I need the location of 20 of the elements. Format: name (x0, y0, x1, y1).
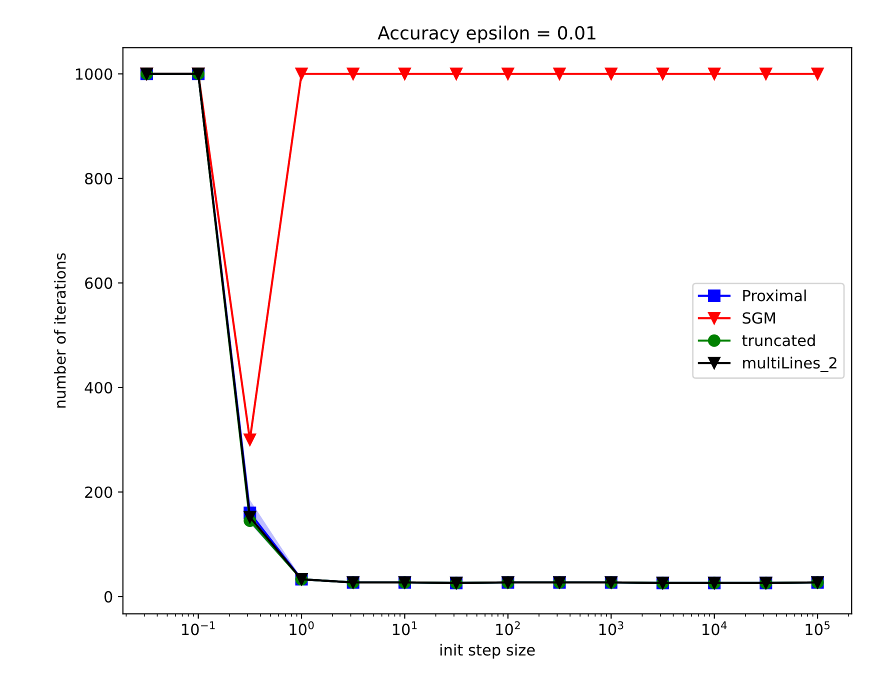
legend-label: Proximal (743, 290, 806, 302)
y-tick-label: 1000 (76, 68, 112, 80)
y-tick-label: 600 (85, 277, 112, 289)
x-tick-label: 10$^{2}$ (496, 621, 520, 636)
y-axis-title: number of iterations (54, 253, 66, 408)
x-tick-label: 10$^{5}$ (806, 621, 830, 636)
legend-label: multiLines_2 (743, 356, 836, 372)
legend-label: SGM (742, 312, 775, 324)
chart-title: Accuracy epsilon = 0.01 (378, 26, 596, 44)
x-tick-label: 10$^{−1}$ (182, 621, 215, 636)
x-axis-title: init step size (440, 644, 535, 659)
x-tick-label: 10$^{1}$ (392, 621, 417, 636)
x-tick-label: 10$^{0}$ (290, 621, 314, 636)
y-tick-label: 800 (85, 172, 112, 184)
legend-label: truncated (742, 334, 815, 346)
x-tick-label: 10$^{3}$ (599, 621, 624, 636)
y-tick-label: 0 (104, 591, 112, 603)
y-tick-label: 400 (84, 382, 112, 394)
y-tick-label: 200 (85, 486, 112, 498)
x-tick-label: 10$^{4}$ (702, 621, 727, 636)
